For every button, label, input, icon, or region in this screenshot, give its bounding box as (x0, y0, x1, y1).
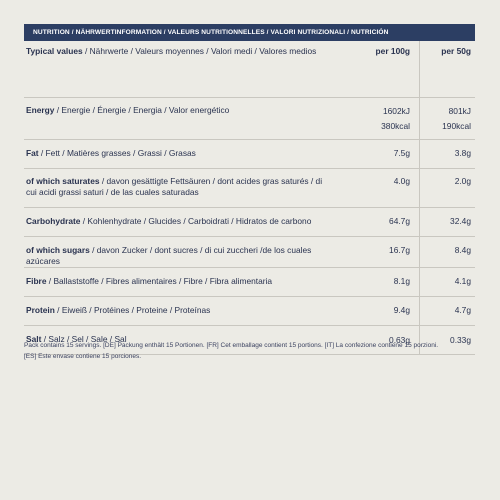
value-per-50g: 4.7g (454, 305, 471, 315)
row-label: Carbohydrate / Kohlenhydrate / Glucides … (26, 216, 326, 227)
column-divider (419, 268, 420, 297)
row-label-bold: Salt (26, 334, 42, 344)
column-divider (419, 98, 420, 140)
typical-values-bold: Typical values (26, 46, 83, 56)
column-divider (419, 326, 420, 355)
nutrition-table: NUTRITION / NÄHRWERTINFORMATION / VALEUR… (24, 24, 475, 355)
value-per-100g: 0.63g (389, 335, 410, 345)
value-per-50g: 8.4g (454, 245, 471, 255)
column-divider (419, 237, 420, 268)
row-label-rest: / Kohlenhydrate / Glucides / Carboidrati… (80, 216, 312, 226)
footnote-line-1: Pack contains 15 servings. [DE] Packung … (24, 342, 439, 349)
value-per-100g: 16.7g (389, 245, 410, 255)
table-row-energy: Energy / Energie / Énergie / Energia / V… (24, 98, 475, 140)
per-50g-header: per 50g (441, 46, 471, 56)
row-label-bold: of which sugars (26, 245, 90, 255)
row-label: Fat / Fett / Matières grasses / Grassi /… (26, 148, 326, 159)
value-per-100g: 7.5g (393, 148, 410, 158)
table-row-protein: Protein / Eiweiß / Protéines / Proteine … (24, 297, 475, 326)
value-per-50g: 0.33g (450, 335, 471, 345)
row-label-rest: / Energie / Énergie / Energia / Valor en… (54, 105, 230, 115)
row-label: Protein / Eiweiß / Protéines / Proteine … (26, 305, 326, 316)
column-divider (419, 169, 420, 208)
energy-kcal-100: 380kcal (381, 121, 410, 131)
value-per-100g: 64.7g (389, 216, 410, 226)
row-label-bold: of which saturates (26, 176, 100, 186)
row-label: Energy / Energie / Énergie / Energia / V… (26, 105, 326, 116)
footnote-line-2: [ES] Este envase contiene 15 porciones. (24, 353, 142, 360)
servings-footnote: Pack contains 15 servings. [DE] Packung … (24, 340, 454, 362)
row-label-bold: Protein (26, 305, 55, 315)
value-per-100g: 8.1g (393, 276, 410, 286)
row-label-rest: / Fett / Matières grasses / Grassi / Gra… (38, 148, 196, 158)
energy-kj-100: 1602kJ (382, 106, 410, 116)
value-per-50g: 3.8g (454, 148, 471, 158)
table-row-fat: Fat / Fett / Matières grasses / Grassi /… (24, 140, 475, 169)
row-label: Fibre / Ballaststoffe / Fibres alimentai… (26, 276, 326, 287)
typical-values-label: Typical values / Nährwerte / Valeurs moy… (26, 46, 326, 57)
energy-kj-50: 801kJ (448, 106, 471, 116)
table-row-carbohydrate: Carbohydrate / Kohlenhydrate / Glucides … (24, 208, 475, 237)
value-per-50g: 32.4g (450, 216, 471, 226)
table-header: NUTRITION / NÄHRWERTINFORMATION / VALEUR… (24, 24, 475, 41)
energy-kcal-50: 190kcal (442, 121, 471, 131)
row-label: Salt / Salz / Sel / Sale / Sal (26, 334, 326, 345)
column-divider (419, 140, 420, 169)
value-per-100g: 9.4g (393, 305, 410, 315)
typical-values-rest: / Nährwerte / Valeurs moyennes / Valori … (82, 46, 317, 56)
row-label-rest: / davon Zucker / dont sucres / di cui zu… (26, 245, 312, 266)
row-label-bold: Fat (26, 148, 39, 158)
row-label: of which sugars / davon Zucker / dont su… (26, 245, 326, 267)
row-label-bold: Fibre (26, 276, 47, 286)
value-per-100g: 4.0g (393, 176, 410, 186)
row-label-rest: / Ballaststoffe / Fibres alimentaires / … (46, 276, 273, 286)
table-row-saturates: of which saturates / davon gesättigte Fe… (24, 169, 475, 208)
row-label-bold: Energy (26, 105, 55, 115)
table-row-sugars: of which sugars / davon Zucker / dont su… (24, 237, 475, 268)
value-per-50g: 801kJ 190kcal (442, 105, 471, 133)
row-label-rest: / davon gesättigte Fettsäuren / dont aci… (26, 176, 323, 197)
column-divider (419, 208, 420, 237)
value-per-100g: 1602kJ 380kcal (381, 105, 410, 133)
column-header-row: Typical values / Nährwerte / Valeurs moy… (24, 41, 475, 98)
column-divider (419, 297, 420, 326)
table-row-salt: Salt / Salz / Sel / Sale / Sal 0.63g 0.3… (24, 326, 475, 355)
row-label-rest: / Salz / Sel / Sale / Sal (41, 334, 127, 344)
value-per-50g: 4.1g (454, 276, 471, 286)
value-per-50g: 2.0g (454, 176, 471, 186)
row-label-bold: Carbohydrate (26, 216, 81, 226)
row-label: of which saturates / davon gesättigte Fe… (26, 176, 326, 198)
table-row-fibre: Fibre / Ballaststoffe / Fibres alimentai… (24, 268, 475, 297)
row-label-rest: / Eiweiß / Protéines / Proteine / Proteí… (54, 305, 211, 315)
per-100g-header: per 100g (375, 46, 410, 56)
column-divider (419, 41, 420, 98)
